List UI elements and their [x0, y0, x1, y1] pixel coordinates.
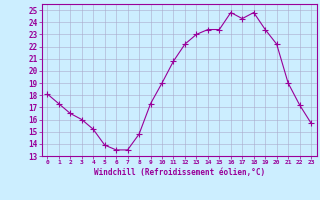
- X-axis label: Windchill (Refroidissement éolien,°C): Windchill (Refroidissement éolien,°C): [94, 168, 265, 177]
